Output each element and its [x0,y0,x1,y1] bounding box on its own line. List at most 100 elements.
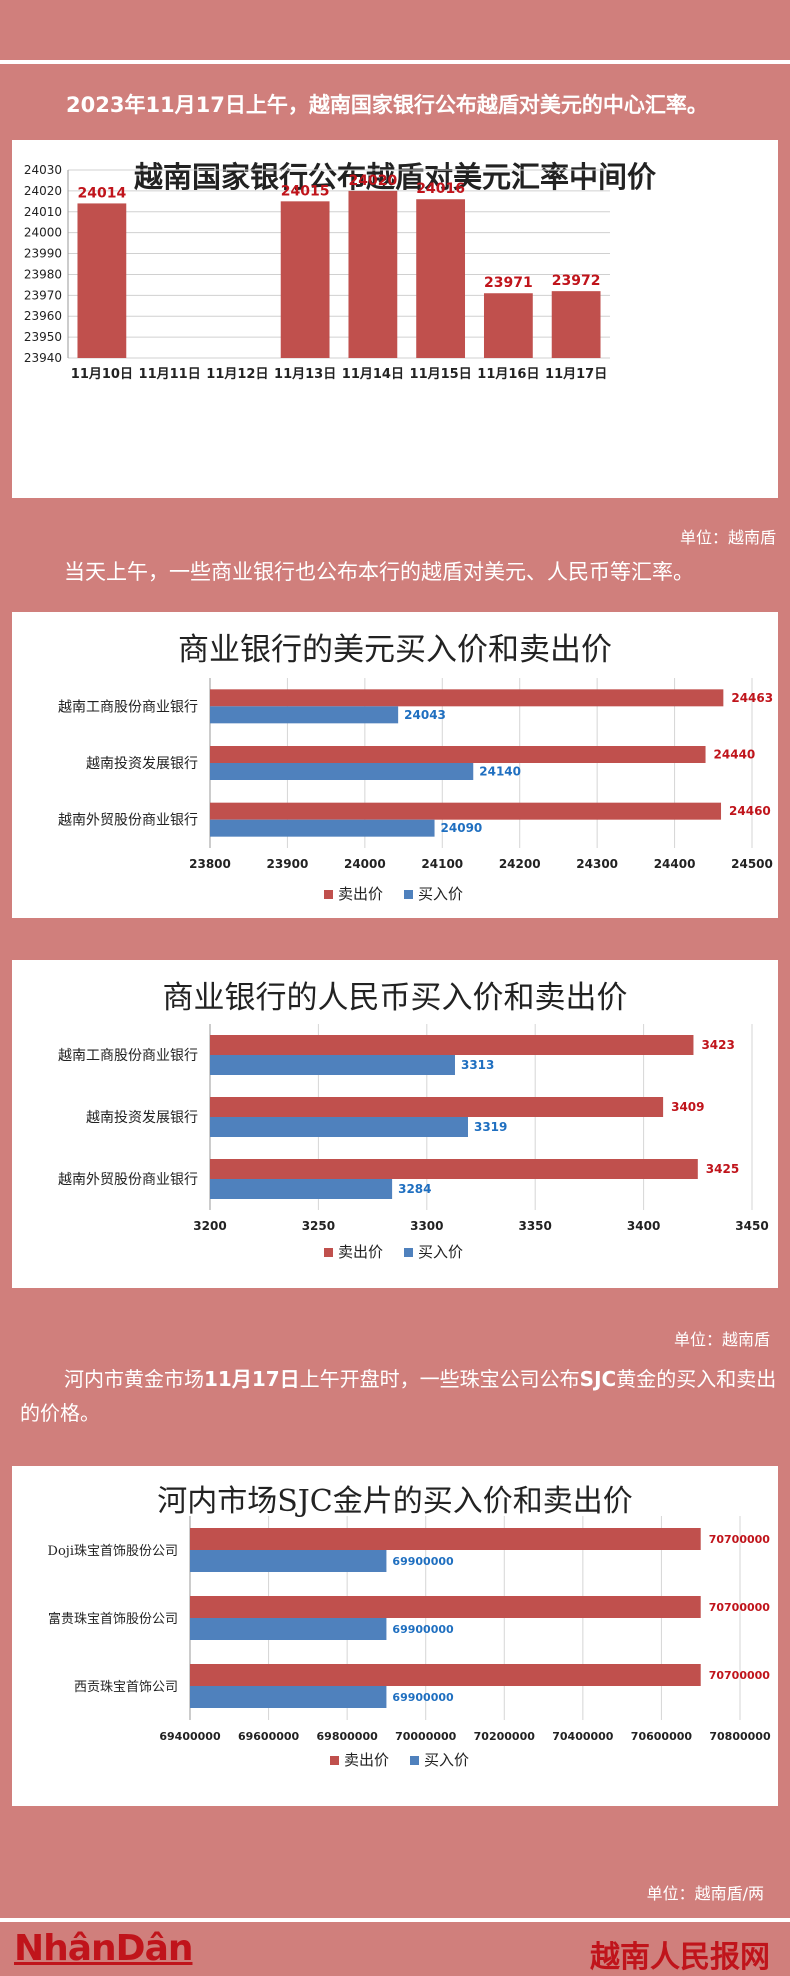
legend-swatch-sell [324,890,333,899]
category-label: Doji珠宝首饰股份公司 [48,1544,178,1559]
legend-label-buy: 买入价 [418,885,463,903]
chart-cny-banks: 商业银行的人民币买入价和卖出价 3200 3250 3300 3350 3400 3450… [12,960,778,1288]
data-label-sell: 70700000 [709,1533,771,1546]
x-tick-label: 24100 [421,857,463,871]
legend-label-buy: 买入价 [424,1751,469,1769]
x-tick-label: 11月12日 [206,367,268,382]
bar-sell [210,1159,698,1179]
x-tick-label: 11月17日 [545,367,607,382]
intro-text-1: 2023年11月17日上午，越南国家银行公布越盾对美元的中心汇率。 [66,93,708,117]
x-tick-label: 70600000 [631,1730,693,1743]
category-label: 越南投资发展银行 [86,756,198,772]
x-tick-label: 24200 [499,857,541,871]
intro-text-3a: 河内市黄金市场 [64,1367,204,1391]
bar [416,199,466,358]
x-tick-label: 11月15日 [410,367,472,382]
legend-swatch-buy [404,890,413,899]
top-divider [0,60,790,64]
bar-buy [210,1179,393,1199]
bar [280,201,330,358]
bar-buy [210,763,474,780]
x-tick-label: 3250 [302,1219,335,1233]
data-label-sell: 24440 [714,748,756,762]
intro-text-3b: 11月17日 [204,1367,300,1391]
y-tick-label: 24000 [24,226,62,240]
data-label: 24015 [281,183,330,199]
intro-text-3e: 黄金的买入和卖出的价格。 [20,1367,777,1425]
nhandan-logo: NhânDân [14,1928,193,1969]
y-tick-label: 23990 [24,247,62,261]
data-label: 24014 [78,185,127,201]
x-tick-label: 69800000 [317,1730,379,1743]
x-tick-label: 23900 [267,857,309,871]
y-tick-label: 23950 [24,330,62,344]
intro-paragraph-1: 2023年11月17日上午，越南国家银行公布越盾对美元的中心汇率。 [20,88,780,122]
legend-swatch-buy [410,1756,419,1765]
y-tick-label: 23970 [24,288,62,302]
data-label-sell: 3425 [706,1162,739,1176]
bar-buy [190,1550,387,1572]
x-tick-label: 11月14日 [342,367,404,382]
bar-sell [190,1664,701,1686]
bar [483,293,533,358]
chart-usd-banks: 商业银行的美元买入价和卖出价 23800 23900 24000 24100 24200… [12,612,778,918]
legend-label-sell: 卖出价 [344,1751,389,1769]
data-label-buy: 24140 [479,765,521,779]
unit-label-2: 单位：越南盾 [673,1330,770,1349]
intro-paragraph-3: 河内市黄金市场11月17日上午开盘时，一些珠宝公司公布SJC黄金的买入和卖出的价… [20,1362,780,1430]
chart-central-rate: 越南国家银行公布越盾对美元汇率中间价 23940 23950 23960 23970 2… [12,140,778,498]
chart-title: 商业银行的人民币买入价和卖出价 [162,980,628,1016]
category-label: 越南外贸股份商业银行 [58,1172,198,1188]
data-label-buy: 3284 [398,1182,431,1196]
x-tick-label: 69600000 [238,1730,300,1743]
bar-buy [210,1117,468,1137]
bar [77,203,127,358]
chart-usd-banks-svg: 23800 23900 24000 24100 24200 24300 24400 24500… [58,678,773,903]
x-tick-label: 11月13日 [274,367,336,382]
chart-central-rate-svg: 23940 23950 23960 23970 23980 23990 24000 24010… [24,163,610,382]
x-tick-label: 69400000 [159,1730,221,1743]
data-label-buy: 3313 [461,1058,494,1072]
bar-sell [190,1596,701,1618]
chart-title: 越南国家银行公布越盾对美元汇率中间价 [133,160,656,194]
data-label-buy: 24090 [441,821,483,835]
data-label-sell: 24463 [731,691,773,705]
x-tick-label: 3300 [410,1219,443,1233]
data-label-sell: 3423 [701,1038,734,1052]
legend-label-sell: 卖出价 [338,1243,383,1261]
bar-sell [210,689,724,707]
x-tick-label: 24300 [576,857,618,871]
site-name: 越南人民报网 [590,1940,770,1975]
bar-buy [210,819,435,837]
x-tick-label: 3350 [518,1219,551,1233]
bar-buy [190,1618,387,1640]
bar-sell [210,1035,694,1055]
y-tick-label: 23960 [24,309,62,323]
legend-swatch-sell [330,1756,339,1765]
x-tick-label: 70800000 [709,1730,771,1743]
y-tick-label: 23980 [24,267,62,281]
data-label: 24020 [349,173,398,189]
x-tick-label: 24000 [344,857,386,871]
x-tick-label: 23800 [189,857,231,871]
category-label: 富贵珠宝首饰股份公司 [48,1611,178,1627]
unit-label-1: 单位：越南盾 [679,528,776,547]
data-label-buy: 24043 [404,708,446,722]
category-label: 越南投资发展银行 [86,1110,198,1126]
bar [348,190,398,358]
chart-sjc-gold: 河内市场SJC金片的买入价和卖出价 69400000 69600000 698000… [12,1466,778,1806]
data-label-sell: 70700000 [709,1669,771,1682]
x-tick-label: 24500 [731,857,773,871]
bar-sell [210,1097,664,1117]
y-tick-label: 24010 [24,205,62,219]
intro-text-3c: 上午开盘时，一些珠宝公司公布 [299,1367,580,1391]
bar-buy [190,1686,387,1708]
bar-buy [210,706,399,724]
bottom-divider [0,1918,790,1922]
x-tick-label: 24400 [654,857,696,871]
legend-swatch-buy [404,1248,413,1257]
chart-title: 商业银行的美元买入价和卖出价 [178,632,612,668]
data-label-sell: 24460 [729,804,771,818]
chart-title: 河内市场SJC金片的买入价和卖出价 [157,1484,633,1519]
bar-sell [190,1528,701,1550]
